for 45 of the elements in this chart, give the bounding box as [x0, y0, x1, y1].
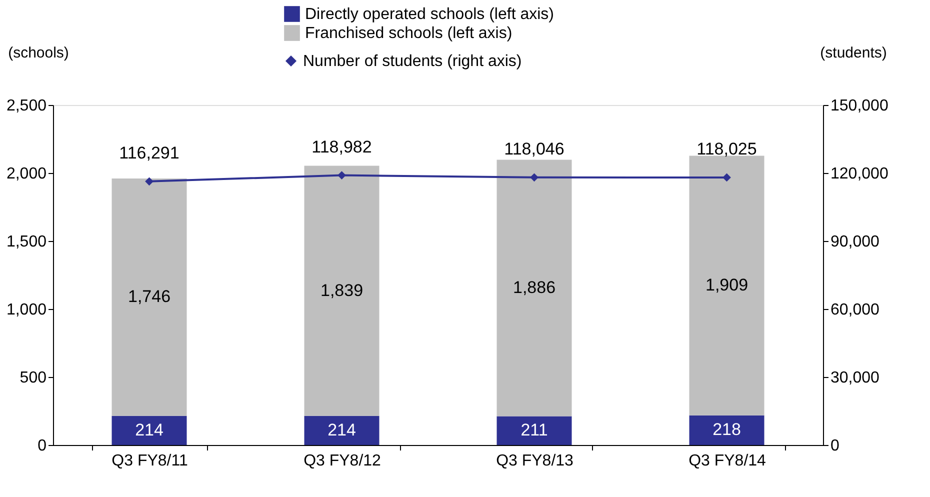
y2-tick-label: 90,000 [830, 234, 880, 250]
data-label: 1,886 [512, 278, 556, 298]
y-tick-label: 2,000 [6, 166, 47, 182]
data-label: 118,025 [696, 139, 757, 158]
point [145, 177, 154, 186]
x-tick-label: Q3 FY8/12 [304, 452, 382, 470]
y2-tick-label: 30,000 [830, 370, 880, 386]
data-label: 218 [712, 420, 741, 440]
y-tick-label: 0 [38, 438, 47, 454]
y2-tick-label: 60,000 [830, 302, 880, 318]
point [338, 171, 346, 180]
y-axis-title: (schools) [8, 44, 69, 62]
bar [496, 416, 572, 445]
bar [689, 156, 764, 416]
data-label: 1,746 [128, 287, 171, 306]
data-label: 211 [520, 420, 548, 440]
legend-label: Number of students (right axis) [303, 53, 522, 70]
data-label: 118,046 [504, 139, 564, 158]
bar [496, 160, 572, 416]
x-tick-label: Q3 FY8/14 [688, 452, 766, 470]
x-tick-label: Q3 FY8/11 [112, 452, 188, 470]
bar [689, 415, 764, 445]
bar [304, 416, 380, 445]
y-tick-label: 2,500 [6, 98, 47, 114]
bar [112, 178, 187, 416]
y2-tick-label: 150,000 [830, 98, 888, 114]
y-tick-label: 1,500 [6, 234, 47, 250]
legend-label: Franchised schools (left axis) [305, 25, 512, 42]
y-tick-label: 1,000 [6, 302, 47, 318]
y2-tick-label: 120,000 [830, 166, 888, 182]
point [530, 173, 538, 182]
legend-label: Directly operated schools (left axis) [305, 6, 554, 23]
y2-axis-title: (students) [820, 44, 887, 62]
y2-tick-label: 0 [830, 438, 840, 454]
data-label: 1,909 [705, 276, 748, 295]
data-label: 118,982 [312, 137, 372, 156]
bar [304, 166, 380, 416]
data-label: 214 [328, 420, 356, 440]
x-tick-label: Q3 FY8/13 [496, 452, 574, 470]
y-tick-label: 500 [20, 370, 47, 386]
data-label: 1,839 [320, 280, 364, 300]
bar [112, 416, 187, 445]
data-label: 214 [135, 420, 164, 440]
point [722, 173, 731, 182]
data-label: 116,291 [119, 143, 180, 162]
